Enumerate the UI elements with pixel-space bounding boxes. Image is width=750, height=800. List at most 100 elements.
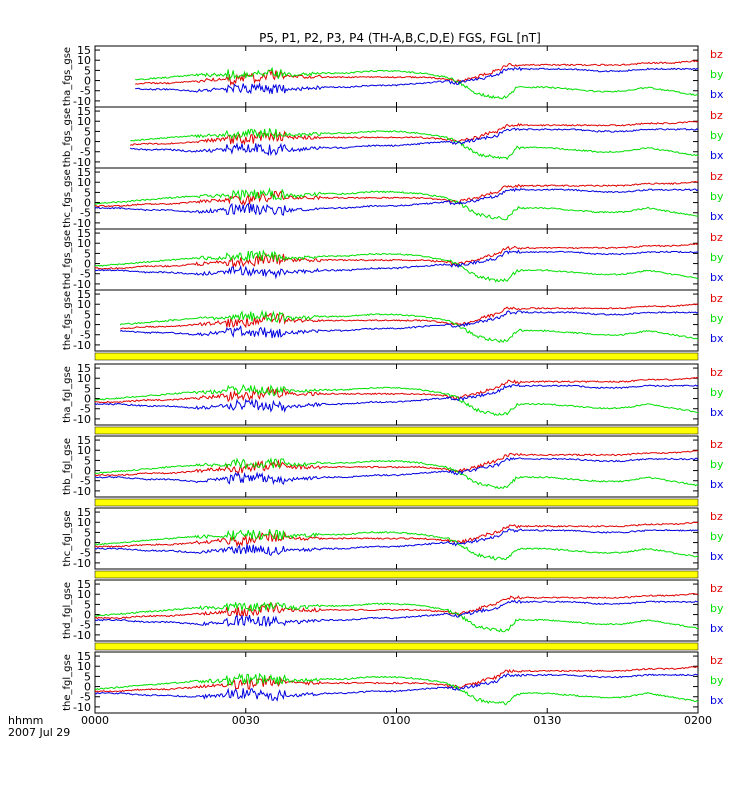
legend-by: by	[710, 68, 724, 81]
series-line-bz	[120, 303, 699, 330]
time-unit-label: hhmm	[8, 714, 43, 727]
panel-ylabel: thb_fgs_gse	[62, 108, 73, 167]
y-tick-label: -10	[73, 217, 91, 230]
panel-ylabel: tha_fgs_gse	[62, 47, 73, 106]
y-tick-label: 5	[84, 186, 91, 199]
y-tick-label: 10	[77, 660, 91, 673]
y-tick-label: 10	[77, 444, 91, 457]
series-line-by	[94, 672, 699, 706]
legend-bz: bz	[710, 582, 723, 595]
x-tick-label: 0200	[684, 714, 712, 727]
y-tick-label: -5	[80, 329, 91, 342]
y-tick-label: 0	[84, 537, 91, 550]
legend-bz: bz	[710, 170, 723, 183]
legend-by: by	[710, 312, 724, 325]
y-tick-label: 15	[77, 506, 91, 519]
series-line-by	[94, 249, 699, 283]
y-tick-label: -10	[73, 629, 91, 642]
legend-bx: bx	[710, 149, 724, 162]
y-tick-label: 15	[77, 105, 91, 118]
legend-by: by	[710, 530, 724, 543]
panel-frame	[94, 45, 699, 108]
series-line-bx	[94, 528, 699, 557]
y-tick-label: -5	[80, 403, 91, 416]
legend-bz: bz	[710, 438, 723, 451]
chart-title: P5, P1, P2, P3, P4 (TH-A,B,C,D,E) FGS, F…	[259, 31, 541, 45]
y-tick-label: -5	[80, 547, 91, 560]
flag-bar	[94, 570, 699, 579]
legend-bz: bz	[710, 48, 723, 61]
y-tick-label: 0	[84, 393, 91, 406]
y-tick-label: 5	[84, 308, 91, 321]
y-tick-label: 5	[84, 64, 91, 77]
legend-by: by	[710, 386, 724, 399]
panel-frame	[94, 167, 699, 230]
series-line-by	[130, 128, 699, 161]
legend-by: by	[710, 458, 724, 471]
legend-bz: bz	[710, 654, 723, 667]
legend-bx: bx	[710, 88, 724, 101]
legend-by: by	[710, 251, 724, 264]
y-tick-label: 10	[77, 176, 91, 189]
legend-bx: bx	[710, 271, 724, 284]
y-tick-label: 15	[77, 166, 91, 179]
series-line-bx	[94, 457, 699, 486]
series-line-bx	[94, 249, 699, 280]
legend-by: by	[710, 674, 724, 687]
y-tick-label: 10	[77, 372, 91, 385]
series-line-bz	[129, 120, 699, 146]
series-line-bx	[94, 673, 699, 702]
series-line-bz	[94, 180, 699, 208]
series-line-by	[95, 601, 699, 633]
panel-ylabel: the_fgl_gse	[62, 654, 73, 711]
y-tick-label: 15	[77, 650, 91, 663]
x-tick-label: 0100	[383, 714, 411, 727]
y-tick-label: 10	[77, 516, 91, 529]
y-tick-label: 5	[84, 382, 91, 395]
y-tick-label: -10	[73, 485, 91, 498]
y-tick-label: -10	[73, 95, 91, 108]
y-tick-label: 0	[84, 75, 91, 88]
series-line-bz	[94, 450, 698, 477]
legend-by: by	[710, 190, 724, 203]
y-tick-label: 5	[84, 247, 91, 260]
y-tick-label: -5	[80, 475, 91, 488]
y-tick-label: 15	[77, 578, 91, 591]
legend-bz: bz	[710, 510, 723, 523]
y-tick-label: -10	[73, 413, 91, 426]
y-tick-label: 0	[84, 609, 91, 622]
y-tick-label: -5	[80, 85, 91, 98]
panel-ylabel: thb_fgl_gse	[62, 438, 73, 495]
series-line-bz	[94, 376, 699, 404]
y-tick-label: 0	[84, 136, 91, 149]
y-tick-label: 10	[77, 237, 91, 250]
panel-ylabel: thc_fgs_gse	[62, 169, 73, 228]
y-tick-label: 15	[77, 227, 91, 240]
y-tick-label: 5	[84, 670, 91, 683]
series-line-by	[94, 529, 699, 561]
y-tick-label: 5	[84, 125, 91, 138]
y-tick-label: 10	[77, 298, 91, 311]
y-tick-label: 0	[84, 197, 91, 210]
panel-frame	[94, 651, 699, 714]
series-line-by	[94, 186, 699, 221]
series-line-bz	[94, 592, 698, 620]
y-tick-label: 15	[77, 288, 91, 301]
legend-bz: bz	[710, 231, 723, 244]
legend-bx: bx	[710, 332, 724, 345]
series-line-by	[119, 309, 699, 343]
y-tick-label: 5	[84, 454, 91, 467]
series-line-by	[94, 383, 699, 417]
y-tick-label: 5	[84, 598, 91, 611]
y-tick-label: 10	[77, 588, 91, 601]
legend-bx: bx	[710, 550, 724, 563]
panel-frame	[94, 363, 699, 426]
series-line-bx	[94, 187, 699, 216]
legend-bx: bx	[710, 694, 724, 707]
